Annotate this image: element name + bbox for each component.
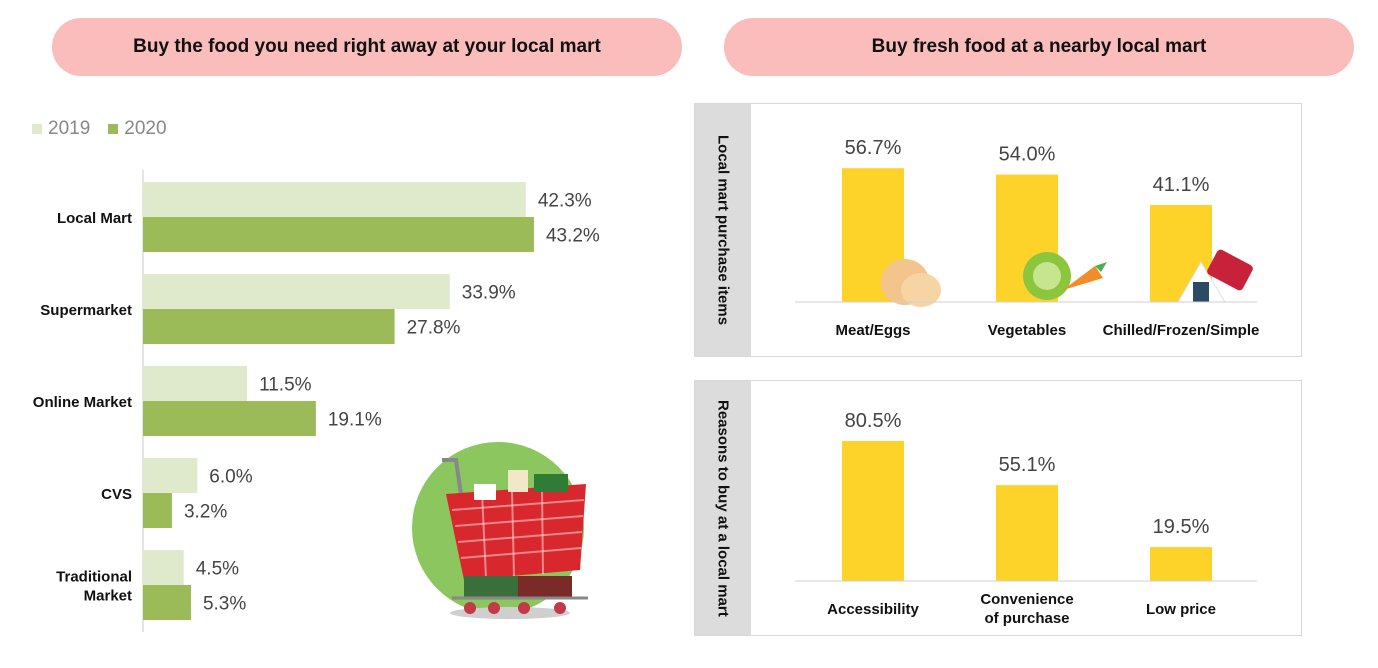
legend-item-2020: 2020 [108,118,167,140]
data-label-2019-online-market: 11.5% [259,375,312,396]
bar-convenience-of-purchase [996,485,1058,581]
horizontal-bar-chart: Local Mart 42.3% 43.2% Supermarket 33.9%27.8… [33,170,600,632]
category-label-convenience-of-purchase: of purchase [984,610,1069,627]
bar-2019-traditional-market [143,550,184,585]
legend-swatch-2020 [108,124,119,134]
eggs-icon [881,259,941,307]
bar-2020-cvs [143,493,172,528]
data-label-vegetables: 54.0% [999,144,1056,166]
data-label-chilled-frozen-simple: 41.1% [1153,174,1210,196]
data-label-low-price: 19.5% [1153,516,1210,538]
bar-2020-supermarket [143,309,395,344]
panel-side-label: Reasons to buy at a local mart [714,399,732,617]
data-label-2019-traditional-market: 4.5% [196,559,239,580]
vegetables-icon [1023,252,1107,300]
legend-swatch-2019 [32,124,42,134]
data-label-meat-eggs: 56.7% [845,137,902,159]
data-label-convenience-of-purchase: 55.1% [999,454,1056,476]
data-label-2019-cvs: 6.0% [209,467,252,488]
data-label-2020-online-market: 19.1% [328,410,382,431]
right-section-title: Buy fresh food at a nearby local mart [724,18,1354,76]
category-label-online-market: Online Market [33,394,132,411]
category-label-local-mart: Local Mart [57,210,132,227]
bar-low-price [1150,547,1212,581]
panel-side-label: Local mart purchase items [714,134,732,326]
category-label-low-price: Low price [1146,601,1216,618]
legend-item-2019: 2019 [32,118,90,140]
bar-2019-supermarket [143,274,450,309]
left-chart-title: Buy the food you need right away at your… [52,18,682,76]
reasons-chart: 80.5% Accessibility 55.1% Convenience of pur… [795,410,1257,627]
bar-2020-traditional-market [143,585,191,620]
category-label-traditional-market: Market [84,588,132,605]
panel-side-bar: Local mart purchase items [695,104,751,356]
category-label-accessibility: Accessibility [827,601,919,618]
bar-2020-local-mart [143,217,534,252]
purchase-items-chart: 56.7% Meat/Eggs 54.0% Vegetables 41.1% Chille… [795,137,1260,339]
legend-label-2019: 2019 [48,118,91,139]
data-label-2020-local-mart: 43.2% [546,226,600,247]
bar-2020-online-market [143,401,316,436]
bar-2019-online-market [143,366,248,401]
data-label-2020-supermarket: 27.8% [407,318,461,339]
data-label-2019-local-mart: 42.3% [538,191,592,212]
category-label-cvs: CVS [101,486,132,503]
bar-2019-cvs [143,458,198,493]
category-label-vegetables: Vegetables [988,322,1066,339]
bar-2019-local-mart [143,182,526,217]
category-label-supermarket: Supermarket [40,302,132,319]
legend-label-2020: 2020 [124,118,167,139]
purchase-items-panel: Local mart purchase items 56.7% Meat/Eggs… [694,103,1302,357]
data-label-2020-cvs: 3.2% [184,502,227,523]
bar-accessibility [842,440,904,581]
data-label-2020-traditional-market: 5.3% [203,594,246,615]
category-label-meat-eggs: Meat/Eggs [835,322,910,339]
data-label-2019-supermarket: 33.9% [462,283,516,304]
reasons-panel: Reasons to buy at a local mart 80.5% Acce… [694,380,1302,636]
legend: 2019 2020 [32,118,167,140]
category-label-convenience-of-purchase: Convenience [980,591,1073,608]
category-label-chilled-frozen-simple: Chilled/Frozen/Simple [1103,322,1260,339]
category-label-traditional-market: Traditional [56,569,132,586]
panel-side-bar: Reasons to buy at a local mart [695,381,751,635]
data-label-accessibility: 80.5% [845,410,902,432]
shopping-cart-icon [412,442,588,619]
